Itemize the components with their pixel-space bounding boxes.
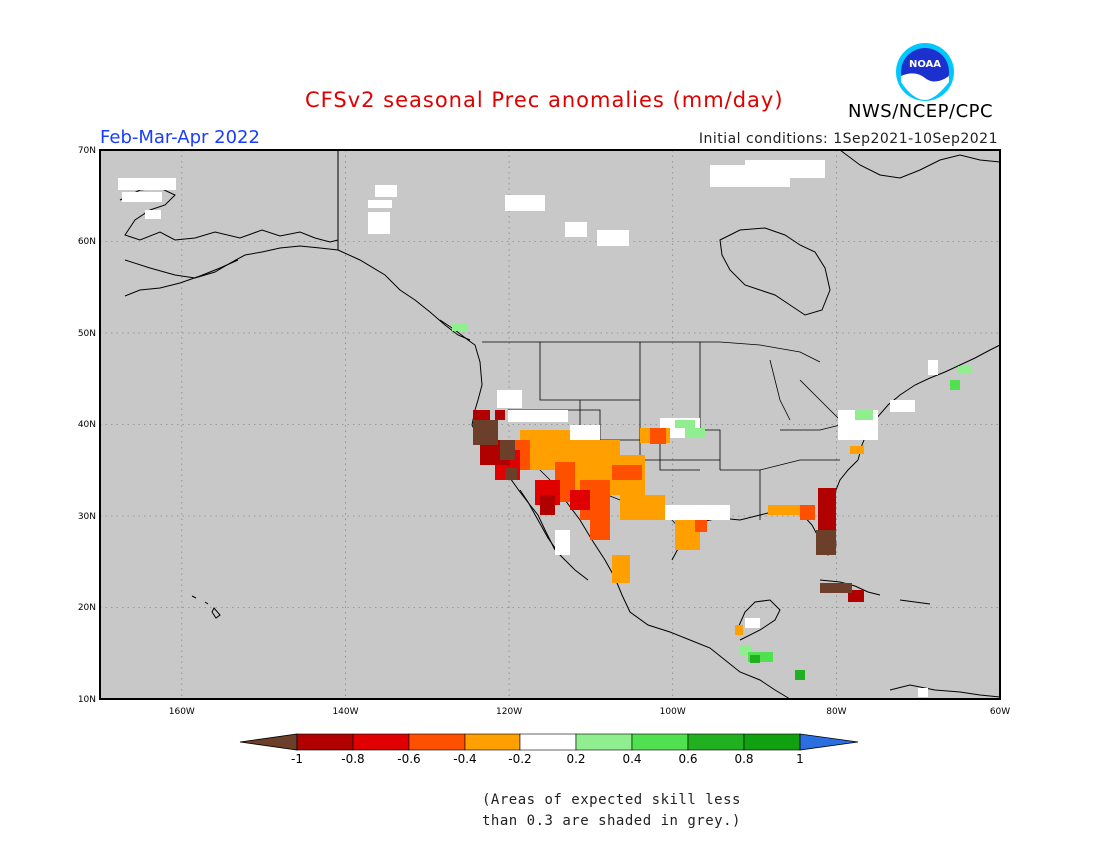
- map-frame: [99, 149, 1001, 700]
- dry-anomaly-areas: [473, 410, 864, 635]
- longitude-labels: 160W 140W 120W 100W 80W 60W: [169, 707, 1011, 717]
- colorbar-tick-label: -0.4: [453, 752, 476, 766]
- colorbar: [239, 733, 859, 751]
- logo-text: NOAA: [909, 59, 941, 70]
- agency-label: NWS/NCEP/CPC: [848, 101, 994, 122]
- initial-conditions-label: Initial conditions: 1Sep2021-10Sep2021: [698, 131, 998, 147]
- footnote-line-2: than 0.3 are shaded in grey.): [482, 813, 741, 829]
- colorbar-tick-label: -0.8: [341, 752, 364, 766]
- colorbar-labels: -1 -0.8 -0.6 -0.4 -0.2 0.2 0.4 0.6 0.8 1: [291, 752, 804, 766]
- colorbar-segment: [296, 733, 354, 751]
- colorbar-tick-label: -1: [291, 752, 303, 766]
- season-label: Feb-Mar-Apr 2022: [100, 127, 260, 148]
- gridlines: [100, 150, 1000, 699]
- skill-footnote: (Areas of expected skill less than 0.3 a…: [482, 790, 741, 832]
- colorbar-tick-label: 0.6: [678, 752, 697, 766]
- colorbar-low-arrow: [239, 733, 298, 751]
- latitude-labels: 70N 60N 50N 40N 30N 20N 10N: [78, 146, 96, 705]
- lat-label: 10N: [78, 695, 96, 705]
- wet-anomaly-areas: [452, 323, 972, 680]
- colorbar-segment: [743, 733, 801, 751]
- map-title: CFSv2 seasonal Prec anomalies (mm/day): [305, 88, 784, 112]
- lat-label: 50N: [78, 329, 96, 339]
- colorbar-segment: [519, 733, 577, 751]
- colorbar-segment: [631, 733, 689, 751]
- lat-label: 20N: [78, 603, 96, 613]
- lat-label: 60N: [78, 237, 96, 247]
- lat-label: 70N: [78, 146, 96, 156]
- colorbar-tick-label: 1: [796, 752, 804, 766]
- colorbar-tick-label: 0.8: [734, 752, 753, 766]
- lat-label: 30N: [78, 512, 96, 522]
- colorbar-segment: [575, 733, 633, 751]
- colorbar-tick-label: -0.2: [508, 752, 531, 766]
- lat-label: 40N: [78, 420, 96, 430]
- lon-label: 60W: [990, 707, 1010, 717]
- near-zero-areas: [118, 160, 938, 697]
- colorbar-segment: [352, 733, 410, 751]
- lon-label: 120W: [496, 707, 522, 717]
- lon-label: 140W: [332, 707, 358, 717]
- colorbar-segment: [687, 733, 745, 751]
- noaa-logo-icon: NOAA: [896, 43, 954, 101]
- colorbar-segment: [408, 733, 466, 751]
- colorbar-segment: [464, 733, 521, 751]
- colorbar-tick-label: 0.2: [566, 752, 585, 766]
- footnote-line-1: (Areas of expected skill less: [482, 792, 741, 808]
- lon-label: 100W: [660, 707, 686, 717]
- colorbar-tick-label: 0.4: [622, 752, 641, 766]
- lon-label: 80W: [826, 707, 846, 717]
- colorbar-high-arrow: [799, 733, 859, 751]
- lon-label: 160W: [169, 707, 195, 717]
- colorbar-tick-label: -0.6: [397, 752, 420, 766]
